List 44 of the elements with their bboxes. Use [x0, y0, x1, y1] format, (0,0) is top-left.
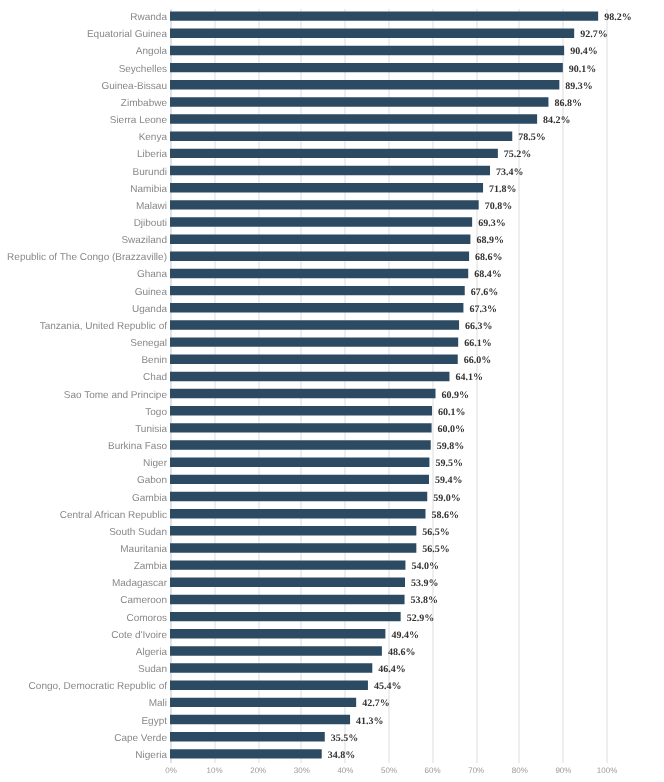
- bar: [170, 680, 368, 690]
- bar: [170, 423, 432, 433]
- bar: [170, 560, 406, 570]
- bar: [170, 45, 565, 56]
- bar: [170, 11, 599, 21]
- bar: [170, 62, 563, 73]
- bar: [170, 320, 460, 330]
- bar: [170, 131, 513, 141]
- bar: [170, 697, 357, 708]
- bar: [170, 629, 386, 639]
- bar: [170, 491, 428, 502]
- bar: [170, 182, 484, 193]
- bar: [170, 354, 458, 364]
- bar: [170, 663, 373, 673]
- bar: [170, 406, 433, 416]
- bar: [170, 114, 538, 124]
- bar: [170, 749, 322, 759]
- bar: [170, 714, 351, 725]
- bar: [170, 457, 430, 467]
- bar: [170, 508, 426, 519]
- bar: [170, 337, 459, 347]
- bar: [170, 80, 560, 90]
- bar: [170, 440, 431, 450]
- bar: [170, 217, 473, 227]
- bar: [170, 148, 498, 159]
- bar: [170, 97, 549, 107]
- bar: [170, 200, 479, 210]
- bar: [170, 611, 401, 622]
- bar: [170, 731, 325, 742]
- bar: [170, 268, 469, 279]
- bar: [170, 526, 417, 536]
- bar: [170, 577, 405, 588]
- bar: [170, 474, 429, 485]
- bar: [170, 285, 465, 296]
- bar: [170, 594, 405, 605]
- bar: [170, 251, 470, 262]
- bar: [170, 371, 450, 382]
- bar: [170, 165, 491, 176]
- bar: [170, 234, 471, 244]
- bar: [170, 303, 464, 313]
- bar: [170, 543, 417, 553]
- bar: [170, 388, 436, 399]
- bar: [170, 646, 382, 656]
- bar: [170, 28, 575, 39]
